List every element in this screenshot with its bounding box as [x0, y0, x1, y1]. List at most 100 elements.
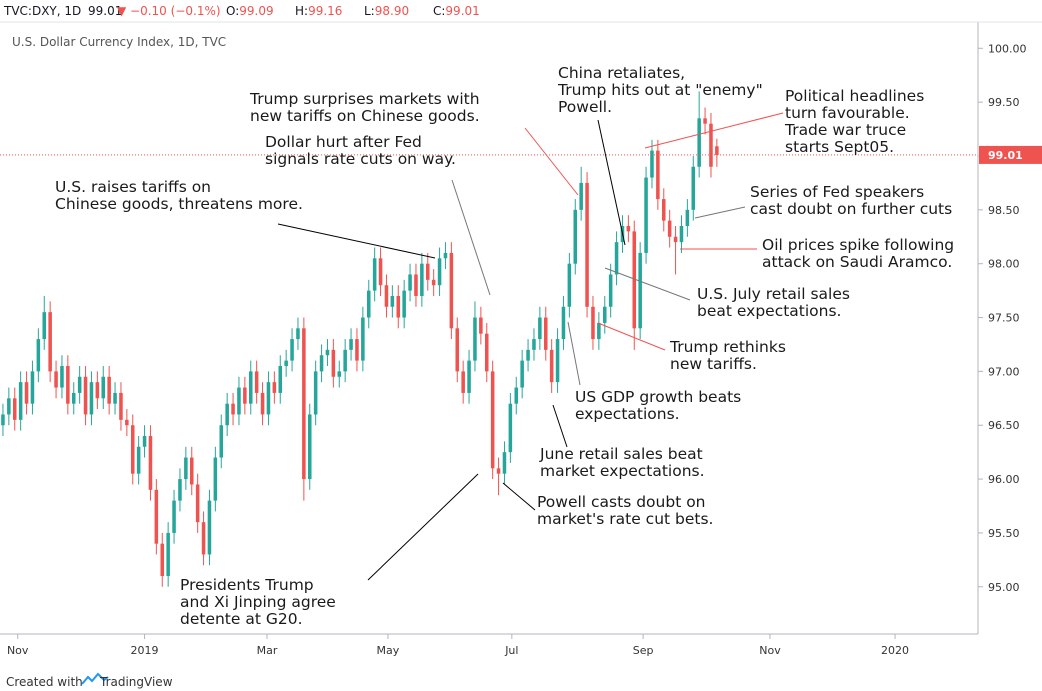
- candle-body: [36, 339, 41, 372]
- candle-body: [715, 146, 719, 155]
- candle-body: [402, 290, 406, 318]
- candle-body: [396, 296, 401, 318]
- candle-body: [343, 349, 347, 372]
- candle-body: [685, 209, 690, 226]
- annotation-leader: [277, 223, 436, 259]
- candle-body: [420, 263, 424, 296]
- candle-body: [667, 220, 672, 237]
- candle-body: [195, 484, 200, 523]
- x-tick-label: Nov: [759, 644, 781, 657]
- symbol: TVC:DXY, 1D: [3, 4, 81, 18]
- x-tick-label: Jul: [504, 644, 518, 657]
- annotation-text: beat expectations.: [697, 302, 841, 320]
- annotation-text: Political headlines: [785, 87, 924, 105]
- candle-body: [207, 500, 212, 555]
- annotation-text: U.S. raises tariffs on: [55, 178, 211, 196]
- candle-body: [555, 339, 560, 383]
- annotation-text: turn favourable.: [785, 104, 910, 122]
- candle-body: [543, 317, 548, 350]
- candle-body: [12, 398, 17, 420]
- candle-body: [18, 382, 23, 420]
- candle-body: [260, 392, 265, 415]
- candle-body: [219, 425, 224, 458]
- x-tick-label: 2019: [131, 644, 159, 657]
- annotation-text: Powell casts doubt on: [537, 493, 706, 511]
- ohlc-label: H:: [295, 4, 308, 18]
- candle-body: [201, 522, 206, 555]
- candle-body: [178, 479, 182, 501]
- candle-body: [449, 252, 454, 329]
- candle-body: [349, 339, 353, 350]
- candle-body: [83, 376, 88, 415]
- candle-body: [136, 446, 141, 474]
- annotation-leader: [597, 322, 666, 351]
- annotation-text: market expectations.: [540, 462, 705, 480]
- ohlc-field: L:98.90: [364, 4, 409, 18]
- annotation-text: new tariffs on Chinese goods.: [250, 107, 480, 125]
- annotation-text: market's rate cut bets.: [537, 510, 714, 528]
- candle-body: [319, 355, 324, 372]
- annotation-text: Trump rethinks: [669, 338, 786, 356]
- annotation-text: China retaliates,: [558, 64, 685, 82]
- annotation-leader: [604, 267, 691, 301]
- x-tick-label: Nov: [7, 644, 29, 657]
- candle-body: [337, 371, 342, 377]
- y-tick-label: 96.50: [988, 419, 1020, 432]
- annotation-text: and Xi Jinping agree: [180, 593, 336, 611]
- annotation-leader: [367, 473, 479, 581]
- y-tick-label: 100.00: [988, 42, 1027, 55]
- ohlc-field: C:99.01: [433, 4, 480, 18]
- candle-body: [148, 436, 153, 490]
- candle-body: [573, 209, 578, 264]
- candle-body: [24, 382, 29, 404]
- candle-body: [119, 392, 123, 420]
- annotation-leader: [552, 404, 568, 448]
- candle-body: [290, 339, 294, 361]
- candle-body: [520, 360, 524, 388]
- candle-body: [307, 414, 312, 480]
- footer-brand[interactable]: TradingView: [99, 675, 173, 689]
- candle-body: [514, 387, 519, 404]
- candle-body: [502, 452, 507, 474]
- candle-body: [266, 382, 271, 415]
- candle-body: [172, 500, 176, 533]
- annotation-text: expectations.: [575, 405, 680, 423]
- ohlc-value: 99.01: [445, 4, 479, 18]
- annotation-text: June retail sales beat: [539, 445, 703, 463]
- candle-body: [101, 376, 106, 399]
- annotation-leader: [524, 127, 579, 196]
- candle-body: [130, 425, 135, 474]
- candle-body: [296, 328, 300, 340]
- annotation-leader: [694, 206, 746, 219]
- candle-body: [496, 468, 501, 474]
- candle-body: [679, 226, 684, 243]
- ohlc-value: 99.09: [239, 4, 273, 18]
- annotation-leader: [451, 179, 491, 296]
- annotation-text: Dollar hurt after Fed: [265, 133, 422, 151]
- candle-body: [532, 339, 536, 350]
- candle-body: [484, 333, 489, 372]
- candle-body: [467, 360, 471, 393]
- candle-body: [384, 285, 389, 307]
- candle-body: [591, 306, 595, 340]
- brand-logo: [81, 672, 109, 685]
- x-tick-label: May: [377, 644, 400, 657]
- annotation-leader: [644, 112, 784, 149]
- annotation-text: Trade war truce: [784, 121, 906, 139]
- candle-body: [443, 252, 448, 259]
- candle-body: [579, 182, 583, 210]
- candle-body: [602, 306, 607, 323]
- candle-body: [284, 360, 288, 366]
- candle-body: [48, 312, 52, 372]
- y-tick-label: 99.50: [988, 96, 1020, 109]
- candle-body: [95, 382, 100, 399]
- candle-body: [325, 349, 330, 356]
- annotation-leader: [597, 119, 626, 246]
- candle-body: [390, 296, 395, 307]
- annotation-text: signals rate cuts on way.: [265, 150, 456, 168]
- annotation-text: Trump surprises markets with: [249, 90, 480, 108]
- candle-body: [7, 398, 11, 415]
- candle-body: [626, 226, 631, 232]
- ohlc-field: H:99.16: [295, 4, 342, 18]
- candle-body: [125, 419, 129, 426]
